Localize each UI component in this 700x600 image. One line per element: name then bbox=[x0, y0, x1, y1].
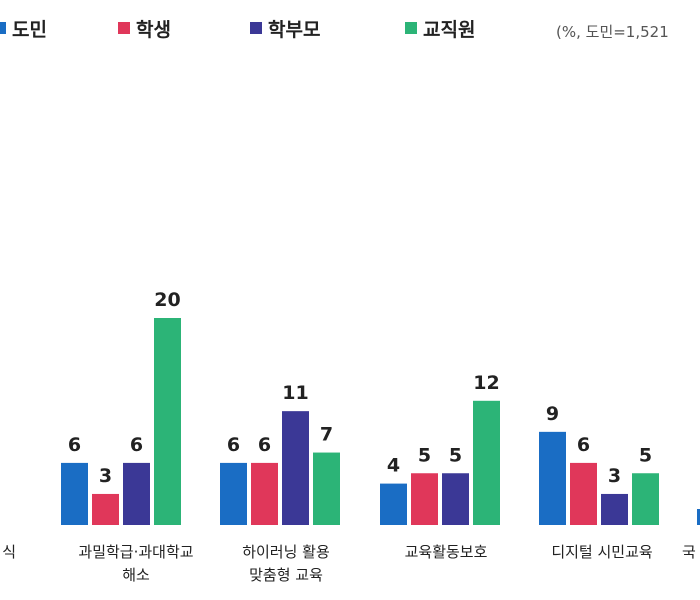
value-labels-layer: 66493656611530207125 bbox=[68, 289, 652, 487]
bar-1-2 bbox=[251, 462, 278, 525]
bar-2-4 bbox=[601, 493, 628, 525]
category-label-2-1: 맞춤형 교육 bbox=[249, 566, 323, 584]
bar-0-1 bbox=[61, 462, 88, 525]
value-label-3-1: 20 bbox=[154, 289, 180, 311]
legend-label-1: 학생 bbox=[136, 19, 171, 41]
bar-3-3 bbox=[473, 400, 500, 525]
value-label-1-1: 3 bbox=[99, 465, 112, 487]
bar-0-4 bbox=[539, 431, 566, 525]
category-label-3-0: 교육활동보호 bbox=[405, 543, 488, 561]
bar-2-2 bbox=[282, 411, 309, 525]
value-label-1-2: 6 bbox=[258, 434, 271, 456]
legend-swatch-3 bbox=[405, 22, 417, 34]
category-label-0-0: 식 bbox=[2, 543, 16, 561]
value-label-3-2: 7 bbox=[320, 424, 333, 446]
value-label-1-3: 5 bbox=[418, 444, 431, 466]
category-label-1-0: 과밀학급·과대학교 bbox=[78, 543, 193, 561]
value-label-3-4: 5 bbox=[639, 444, 652, 466]
bar-2-1 bbox=[123, 462, 150, 525]
bars-layer bbox=[61, 318, 700, 525]
bar-0-3 bbox=[380, 483, 407, 525]
category-label-4-0: 디지털 시민교육 bbox=[551, 543, 652, 561]
category-label-2-0: 하이러닝 활용 bbox=[242, 543, 330, 561]
value-label-0-1: 6 bbox=[68, 434, 81, 456]
legend-swatch-2 bbox=[250, 22, 262, 34]
legend-label-2: 학부모 bbox=[268, 19, 320, 41]
value-label-0-2: 6 bbox=[227, 434, 240, 456]
legend-swatch-0 bbox=[0, 22, 6, 34]
value-label-0-3: 4 bbox=[387, 455, 400, 477]
legend-swatch-1 bbox=[118, 22, 130, 34]
value-label-2-1: 6 bbox=[130, 434, 143, 456]
bar-1-1 bbox=[92, 493, 119, 525]
value-label-2-3: 5 bbox=[449, 444, 462, 466]
category-label-1-1: 해소 bbox=[122, 566, 150, 584]
value-label-0-4: 9 bbox=[546, 403, 559, 425]
bar-3-4 bbox=[632, 473, 659, 525]
bar-1-4 bbox=[570, 462, 597, 525]
bar-cut-right bbox=[697, 509, 700, 525]
value-label-2-2: 11 bbox=[282, 382, 308, 404]
unit-note: (%, 도민=1,521 bbox=[556, 23, 669, 41]
bar-0-2 bbox=[220, 462, 247, 525]
bar-1-3 bbox=[411, 473, 438, 525]
value-label-2-4: 3 bbox=[608, 465, 621, 487]
bar-3-1 bbox=[154, 318, 181, 525]
bar-2-3 bbox=[442, 473, 469, 525]
bar-3-2 bbox=[313, 452, 340, 525]
value-label-3-3: 12 bbox=[473, 372, 499, 394]
value-label-1-4: 6 bbox=[577, 434, 590, 456]
category-label-5-0: 국 bbox=[682, 543, 696, 561]
legend-label-0: 도민 bbox=[12, 19, 47, 41]
legend-label-3: 교직원 bbox=[423, 19, 475, 41]
chart-legend: 도민 학생 학부모 교직원 bbox=[0, 19, 475, 41]
